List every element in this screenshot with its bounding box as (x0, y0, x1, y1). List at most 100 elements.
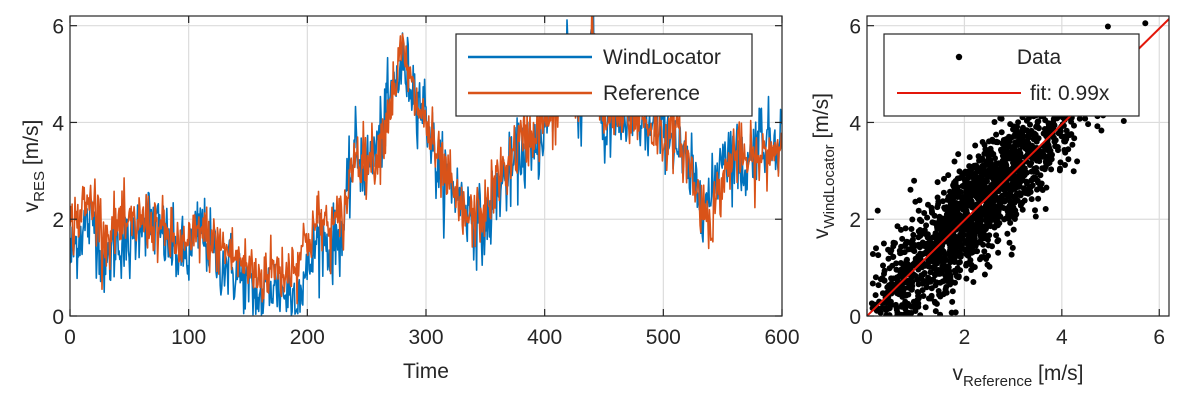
scatter-point (985, 212, 992, 219)
scatter-point (1006, 239, 1013, 246)
scatter-point (1004, 230, 1011, 237)
scatter-point (923, 284, 930, 291)
scatter-point (1017, 132, 1024, 139)
scatter-point (921, 210, 928, 216)
scatter-point (938, 256, 945, 263)
scatter-point (902, 225, 909, 232)
scatter-point (927, 269, 934, 276)
scatter-point (993, 131, 1000, 138)
scatter-point (899, 269, 905, 276)
scatter-point (1011, 194, 1018, 201)
scatter-point (963, 275, 970, 282)
scatter-point (934, 179, 941, 186)
scatter-point (907, 186, 914, 193)
scatter-point (1104, 23, 1111, 30)
scatter-point (1003, 136, 1010, 143)
scatter-point (991, 166, 998, 173)
scatter-point (898, 303, 905, 310)
scatter-point (955, 274, 962, 281)
scatter-point (893, 260, 900, 267)
scatter-point (940, 216, 947, 223)
scatter-point (1040, 130, 1047, 137)
scatter-point (1023, 117, 1030, 124)
scatter-point (1042, 163, 1049, 170)
scatter-point (875, 252, 882, 259)
scatter-point (1010, 226, 1017, 233)
scatter-point (1035, 155, 1042, 162)
scatter-point (908, 226, 915, 232)
scatter-point (959, 183, 966, 189)
scatter-point (1009, 244, 1016, 251)
scatter-point (925, 201, 931, 208)
scatter-point (946, 241, 953, 248)
scatter-point (954, 213, 961, 220)
scatter-point (934, 194, 941, 201)
scatter-point (984, 186, 991, 193)
scatter-point (998, 129, 1005, 136)
scatter-point (1029, 182, 1036, 189)
scatter-point (877, 276, 884, 283)
scatter-point (949, 298, 956, 305)
scatter-point (991, 119, 998, 125)
scatter-point (972, 175, 979, 182)
scatter-x-tick-label: 2 (959, 326, 971, 349)
scatter-point (968, 164, 975, 170)
scatter-point (908, 310, 915, 316)
scatter-point (903, 238, 910, 245)
scatter-point (931, 254, 938, 261)
scatter-point (872, 292, 879, 299)
scatter-point (989, 243, 995, 250)
scatter-point (917, 312, 924, 316)
legend-label-fit: fit: 0.99x (1030, 82, 1110, 105)
scatter-point (991, 209, 997, 216)
scatter-point (1013, 127, 1020, 134)
scatter-point (919, 287, 926, 294)
scatter-point (956, 168, 963, 175)
time-series-ticks: 0 100 200 300 400 500 600 0 2 4 6 (52, 16, 799, 349)
scatter-point (1028, 159, 1035, 166)
scatter-point (967, 229, 974, 236)
scatter-point (952, 192, 958, 199)
scatter-point (1012, 156, 1019, 163)
scatter-point (1035, 125, 1042, 132)
scatter-point (948, 309, 955, 316)
scatter-point (1008, 251, 1015, 258)
scatter-point (1017, 202, 1024, 209)
time-series-x-tick-label: 400 (527, 326, 562, 349)
scatter-point (948, 247, 955, 254)
scatter-point (1046, 157, 1053, 164)
scatter-point (1012, 141, 1018, 148)
scatter-point (877, 309, 884, 316)
scatter-point (1030, 175, 1037, 182)
scatter-point (1011, 216, 1018, 222)
scatter-point (1043, 184, 1050, 191)
scatter-point (937, 311, 944, 316)
scatter-point (966, 237, 973, 244)
scatter-point (960, 206, 967, 213)
legend-marker-data (955, 53, 963, 61)
scatter-point (882, 305, 889, 312)
scatter-point (998, 163, 1005, 170)
scatter-point (903, 260, 910, 267)
scatter-point (912, 255, 919, 262)
scatter-x-tick-label: 4 (1056, 326, 1068, 349)
scatter-point (972, 170, 979, 177)
scatter-point (869, 280, 876, 287)
scatter-point (1032, 213, 1039, 220)
scatter-point (901, 249, 908, 256)
scatter-point (1009, 134, 1015, 141)
scatter-point (1028, 142, 1035, 149)
scatter-point (914, 289, 921, 295)
scatter-point (1037, 172, 1044, 179)
time-series-x-tick-label: 600 (764, 326, 799, 349)
scatter-point (1050, 134, 1057, 141)
scatter-axes-box (866, 15, 1170, 317)
scatter-point (924, 240, 931, 247)
scatter-legend: Data fit: 0.99x (883, 33, 1140, 117)
scatter-point (937, 293, 944, 300)
scatter-point (922, 304, 929, 311)
scatter-point (910, 261, 917, 268)
scatter-point (972, 142, 979, 149)
scatter-point (968, 249, 975, 256)
